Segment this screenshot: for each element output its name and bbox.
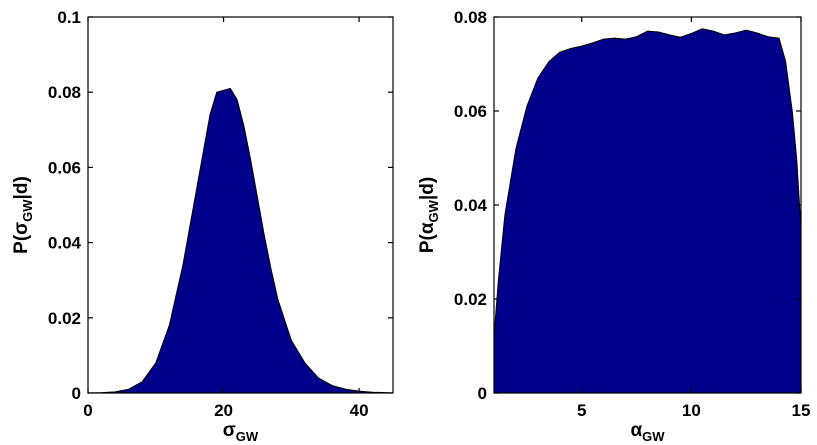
x-tick-label-1-0: 5 <box>577 401 586 420</box>
x-axis-label-0: σGW <box>223 420 259 444</box>
y-tick-label-1-1: 0.02 <box>454 290 487 309</box>
alpha-posterior-plot: 5 10 15 0 0.02 0.04 0.06 0.08 αGW P(αGW|d) <box>417 8 810 444</box>
x-tick-label-0-2: 40 <box>350 401 369 420</box>
x-tick-label-1-2: 15 <box>792 401 811 420</box>
y-tick-label-0-2: 0.04 <box>48 234 82 253</box>
x-axis-label-1: αGW <box>630 420 665 444</box>
y-tick-label-0-3: 0.06 <box>48 158 81 177</box>
y-axis-label-1: P(αGW|d) <box>417 177 441 253</box>
y-tick-label-0-1: 0.02 <box>48 309 81 328</box>
y-tick-label-0-4: 0.08 <box>48 83 81 102</box>
posterior-area-0-0 <box>87 87 394 394</box>
posterior-area-1-0 <box>493 28 802 394</box>
y-tick-label-1-3: 0.06 <box>454 102 487 121</box>
axes-box-0 <box>87 16 394 394</box>
y-tick-label-1-4: 0.08 <box>454 8 487 27</box>
y-tick-label-1-0: 0 <box>478 384 487 403</box>
x-tick-label-0-0: 0 <box>83 401 92 420</box>
sigma-posterior-plot: 0 20 40 0 0.02 0.04 0.06 0.08 0.1 σGW P(σGW|d) <box>11 8 394 444</box>
y-tick-label-0-0: 0 <box>72 384 81 403</box>
y-axis-label-0: P(σGW|d) <box>11 176 35 254</box>
y-tick-label-0-5: 0.1 <box>57 8 81 27</box>
x-tick-label-0-1: 20 <box>214 401 233 420</box>
y-tick-label-1-2: 0.04 <box>454 196 488 215</box>
x-tick-label-1-1: 10 <box>682 401 701 420</box>
